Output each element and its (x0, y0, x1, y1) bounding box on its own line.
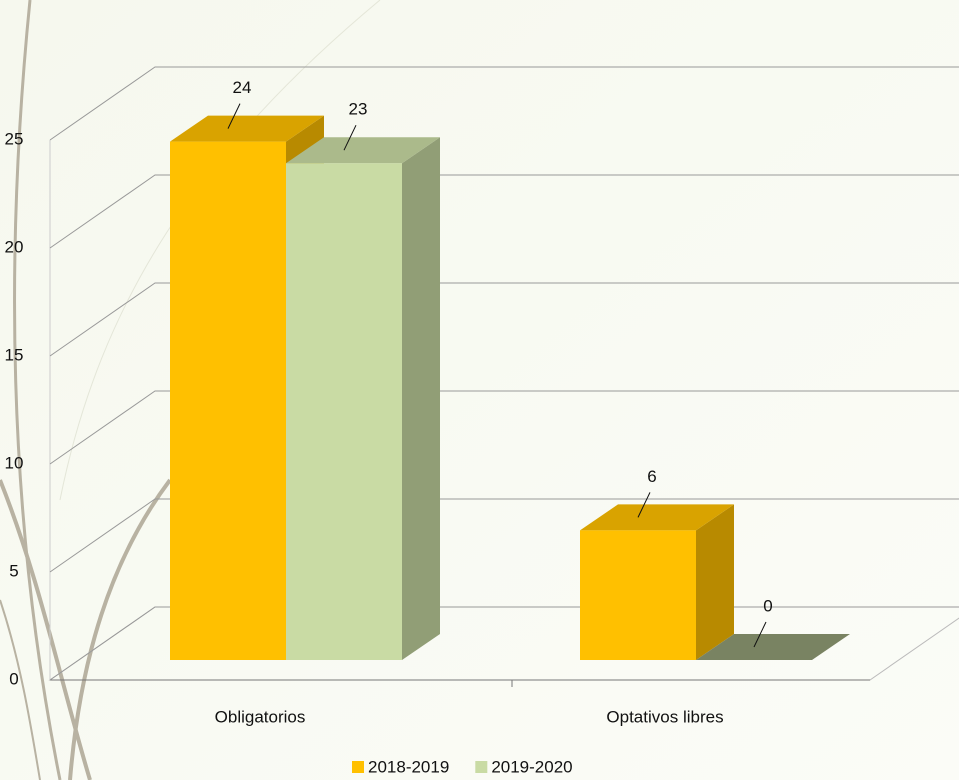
data-label: 0 (763, 596, 772, 615)
y-tick-label: 25 (5, 129, 24, 148)
leader-line (637, 492, 651, 518)
bar-top (286, 137, 440, 164)
grid-line (49, 174, 959, 249)
grid-line (49, 498, 959, 573)
y-tick-label: 5 (9, 561, 18, 580)
leader-line (753, 621, 767, 648)
bar-top (580, 504, 734, 531)
legend-label: 2019-2020 (491, 757, 572, 776)
grid-line (49, 390, 959, 465)
bar-side (696, 504, 734, 660)
legend-swatch (475, 761, 488, 773)
legend-label: 2018-2019 (368, 757, 449, 776)
data-label: 6 (647, 467, 656, 486)
leader-line (227, 103, 241, 129)
y-tick-label: 20 (5, 237, 24, 256)
bar-side (402, 137, 440, 660)
plot-area: 0 5 10 15 20 25 Obligatorios Optativos libres 24… (5, 66, 959, 776)
x-tick-label: Obligatorios (215, 707, 306, 726)
decoration (0, 0, 381, 780)
x-tick-label: Optativos libres (606, 707, 723, 726)
bar (170, 141, 286, 661)
leader-line (343, 124, 357, 151)
y-tick-label: 0 (9, 669, 18, 688)
data-label: 23 (349, 100, 368, 119)
bar (580, 530, 696, 660)
y-tick-label: 15 (5, 345, 24, 364)
bar (286, 163, 402, 660)
data-label: 24 (233, 78, 252, 97)
y-tick-label: 10 (5, 453, 24, 472)
grid-line (49, 66, 959, 141)
legend-swatch (352, 761, 364, 773)
bar-top (170, 115, 324, 142)
grid-line (49, 282, 959, 357)
bar-top (696, 634, 850, 660)
